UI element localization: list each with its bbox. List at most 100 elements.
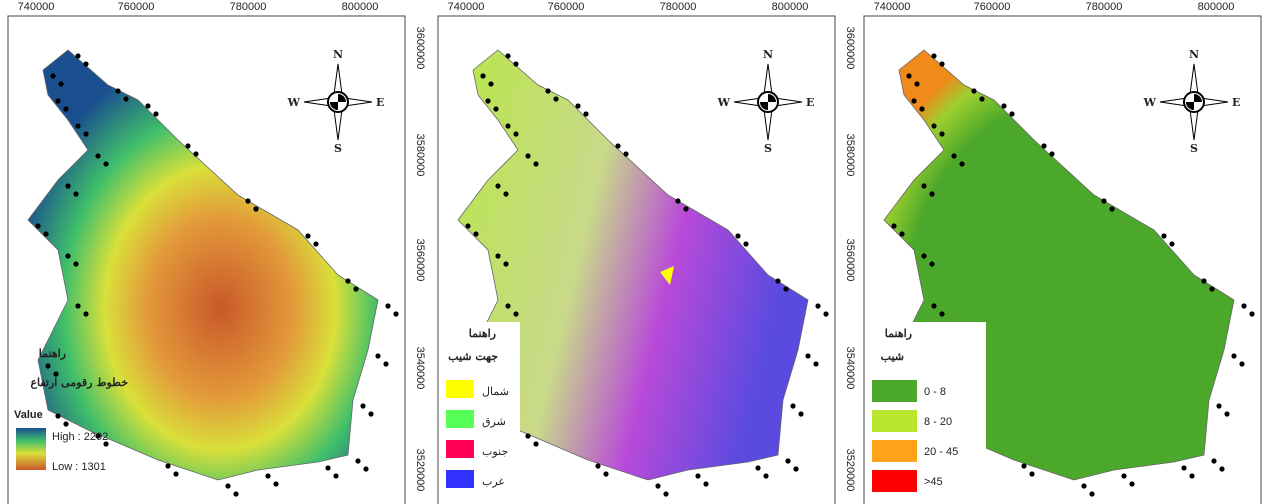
station-point bbox=[1109, 206, 1114, 211]
station-point bbox=[595, 463, 600, 468]
station-point bbox=[50, 73, 55, 78]
station-point bbox=[914, 81, 919, 86]
station-point bbox=[65, 253, 70, 258]
x-coordinate-label: 740000 bbox=[448, 1, 485, 13]
legend-label: شرق bbox=[482, 416, 506, 428]
station-point bbox=[385, 303, 390, 308]
station-point bbox=[615, 143, 620, 148]
legend-swatch bbox=[446, 470, 474, 488]
station-point bbox=[929, 261, 934, 266]
legend-label: 20 - 45 bbox=[924, 446, 958, 458]
station-point bbox=[971, 88, 976, 93]
station-point bbox=[1181, 465, 1186, 470]
station-point bbox=[695, 473, 700, 478]
station-point bbox=[575, 103, 580, 108]
station-point bbox=[360, 403, 365, 408]
station-point bbox=[823, 311, 828, 316]
station-point bbox=[503, 261, 508, 266]
station-point bbox=[790, 403, 795, 408]
station-point bbox=[1129, 481, 1134, 486]
station-point bbox=[265, 473, 270, 478]
station-point bbox=[1211, 458, 1216, 463]
station-point bbox=[305, 233, 310, 238]
y-coordinate-label: 3600000 bbox=[844, 27, 856, 70]
station-point bbox=[939, 311, 944, 316]
station-point bbox=[1049, 151, 1054, 156]
color-ramp bbox=[16, 428, 46, 470]
station-point bbox=[929, 191, 934, 196]
station-point bbox=[1224, 411, 1229, 416]
legend-subtitle: جهت شیب bbox=[448, 350, 498, 363]
station-point bbox=[353, 286, 358, 291]
station-point bbox=[939, 131, 944, 136]
station-point bbox=[1231, 353, 1236, 358]
legend-label: شمال bbox=[482, 386, 509, 398]
station-point bbox=[1041, 143, 1046, 148]
station-point bbox=[325, 465, 330, 470]
station-point bbox=[1029, 471, 1034, 476]
station-point bbox=[503, 191, 508, 196]
legend-swatch bbox=[872, 470, 917, 492]
compass-label: W bbox=[1143, 96, 1157, 109]
station-point bbox=[345, 278, 350, 283]
compass-label: E bbox=[806, 96, 814, 109]
station-point bbox=[775, 278, 780, 283]
station-point bbox=[545, 88, 550, 93]
x-coordinate-label: 760000 bbox=[974, 1, 1011, 13]
station-point bbox=[75, 303, 80, 308]
legend-title: راهنما bbox=[469, 327, 496, 340]
station-point bbox=[363, 466, 368, 471]
legend-subtitle: خطوط رقومی ارتفاع bbox=[30, 376, 128, 389]
station-point bbox=[333, 473, 338, 478]
station-point bbox=[1169, 241, 1174, 246]
legend-label: >45 bbox=[924, 476, 943, 488]
station-point bbox=[1209, 286, 1214, 291]
legend-high: High : 2202 bbox=[52, 431, 108, 443]
legend-label: 0 - 8 bbox=[924, 386, 946, 398]
legend-swatch bbox=[872, 440, 917, 462]
compass-label: N bbox=[763, 48, 773, 61]
compass-label: W bbox=[717, 96, 731, 109]
station-point bbox=[1121, 473, 1126, 478]
station-point bbox=[939, 61, 944, 66]
station-point bbox=[83, 61, 88, 66]
station-point bbox=[1249, 311, 1254, 316]
station-point bbox=[921, 253, 926, 258]
station-point bbox=[473, 231, 478, 236]
y-coordinate-label: 3560000 bbox=[844, 239, 856, 282]
station-point bbox=[959, 161, 964, 166]
x-coordinate-label: 780000 bbox=[660, 1, 697, 13]
station-point bbox=[1241, 303, 1246, 308]
station-point bbox=[899, 231, 904, 236]
station-point bbox=[58, 81, 63, 86]
station-point bbox=[83, 311, 88, 316]
station-point bbox=[73, 261, 78, 266]
station-point bbox=[513, 61, 518, 66]
legend-label: 8 - 20 bbox=[924, 416, 952, 428]
station-point bbox=[75, 123, 80, 128]
x-coordinate-label: 800000 bbox=[1198, 1, 1235, 13]
station-point bbox=[931, 53, 936, 58]
y-coordinate-label: 3600000 bbox=[414, 27, 426, 70]
station-point bbox=[65, 183, 70, 188]
map-figure: 740000 760000 780000 800000 3600000 3580000 35… bbox=[0, 0, 1271, 504]
x-coordinate-label: 800000 bbox=[342, 1, 379, 13]
station-point bbox=[485, 98, 490, 103]
station-point bbox=[273, 481, 278, 486]
station-point bbox=[1239, 361, 1244, 366]
station-point bbox=[103, 161, 108, 166]
station-point bbox=[951, 153, 956, 158]
station-point bbox=[43, 231, 48, 236]
station-point bbox=[505, 53, 510, 58]
y-coordinate-label: 3580000 bbox=[844, 134, 856, 177]
station-point bbox=[185, 143, 190, 148]
station-point bbox=[505, 123, 510, 128]
station-point bbox=[375, 353, 380, 358]
x-coordinate-label: 740000 bbox=[874, 1, 911, 13]
x-coordinate-label: 780000 bbox=[230, 1, 267, 13]
station-point bbox=[743, 241, 748, 246]
station-point bbox=[1001, 103, 1006, 108]
station-point bbox=[553, 96, 558, 101]
station-point bbox=[1161, 233, 1166, 238]
x-coordinate-label: 800000 bbox=[772, 1, 809, 13]
